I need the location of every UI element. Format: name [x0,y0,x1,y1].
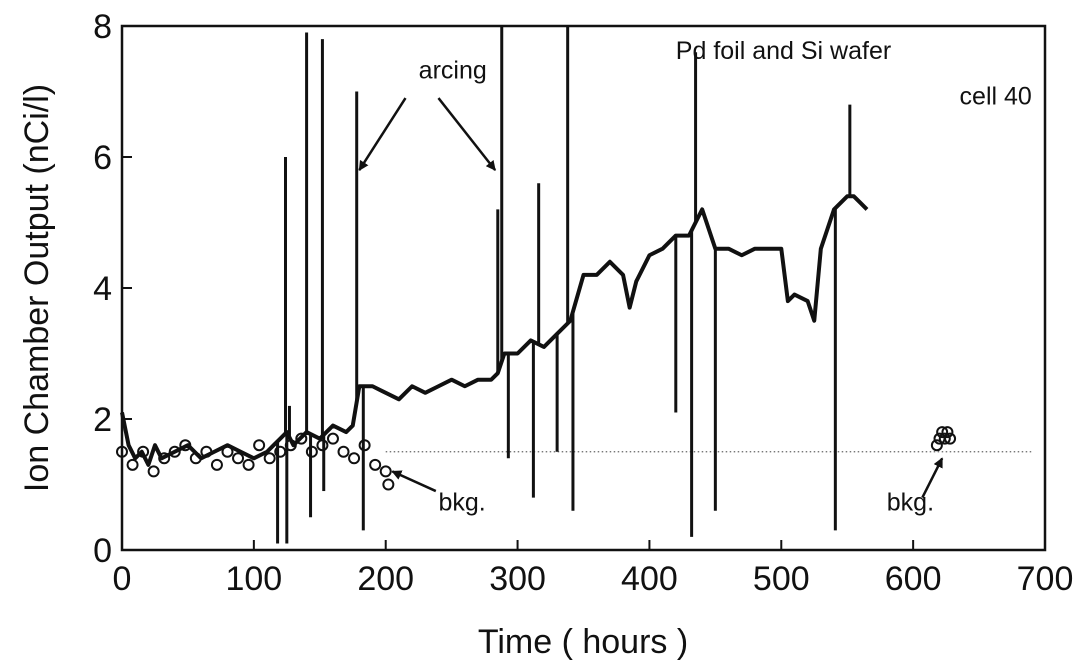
bkg-marker [944,432,957,445]
annotation-label: cell 40 [960,83,1032,111]
bkg-marker [274,445,287,458]
bkg-marker [137,445,150,458]
bkg-marker [379,465,392,478]
bkg-marker [326,432,339,445]
bkg-marker [358,439,371,452]
bkg-marker [116,445,128,458]
bkg-marker [179,439,192,452]
bkg-marker [189,452,202,465]
annotation-label: arcing [419,56,487,84]
bkg-marker [232,452,245,465]
bkg-marker [263,452,276,465]
bkg-marker [253,439,266,452]
bkg-marker [936,426,949,439]
annotation-label: bkg. [438,489,485,517]
y-tick-label: 2 [93,401,112,439]
bkg-marker [295,432,308,445]
bkg-marker [168,445,181,458]
annotation-arrow [391,470,437,493]
bkg-marker [221,445,234,458]
bkg-marker [930,439,943,452]
trace-layer [120,194,869,467]
bkg-marker [337,445,350,458]
bkg-marker [382,478,395,491]
bkg-marker [305,445,318,458]
x-tick-label: 700 [1017,560,1074,598]
y-axis-title: Ion Chamber Output (nCi/l) [18,84,56,492]
annotation-label: bkg. [887,489,934,517]
x-tick-label: 200 [357,560,414,598]
bkg-marker [348,452,361,465]
annotation-label: Pd foil and Si wafer [676,37,891,65]
bkg-marker [126,458,139,471]
spike-layer [276,26,852,544]
annotation-layer: Pd foil and Si wafer cell 40 arcing bkg. bkg… [358,37,1032,517]
x-tick-label: 300 [489,560,546,598]
bkg-marker [158,452,171,465]
annotation-arrow [437,97,497,171]
series-trace-line [120,194,869,467]
axis-ticks-layer: 0 100 200 300 400 500 600 700 0 2 4 6 8 [93,8,1073,598]
x-tick-label: 100 [225,560,282,598]
y-tick-label: 4 [93,270,112,308]
x-axis-title: Time ( hours ) [478,623,688,661]
annotation-arrow [921,457,944,499]
x-tick-label: 400 [621,560,678,598]
y-tick-label: 0 [93,532,112,570]
x-tick-label: 600 [885,560,942,598]
bkg-marker [242,458,255,471]
annotation-arrow [358,97,407,171]
y-tick-label: 8 [93,8,112,46]
y-tick-label: 6 [93,139,112,177]
bkg-marker [147,465,160,478]
bkg-marker [938,432,951,445]
bkg-marker [369,458,382,471]
bkg-marker [316,439,329,452]
bkg-marker [210,458,223,471]
x-tick-label: 0 [113,560,132,598]
x-tick-label: 500 [753,560,810,598]
background-marker-layer [116,426,957,491]
bkg-marker [284,439,297,452]
plot-frame [120,24,1047,552]
bkg-marker [941,426,954,439]
bkg-marker [200,445,213,458]
